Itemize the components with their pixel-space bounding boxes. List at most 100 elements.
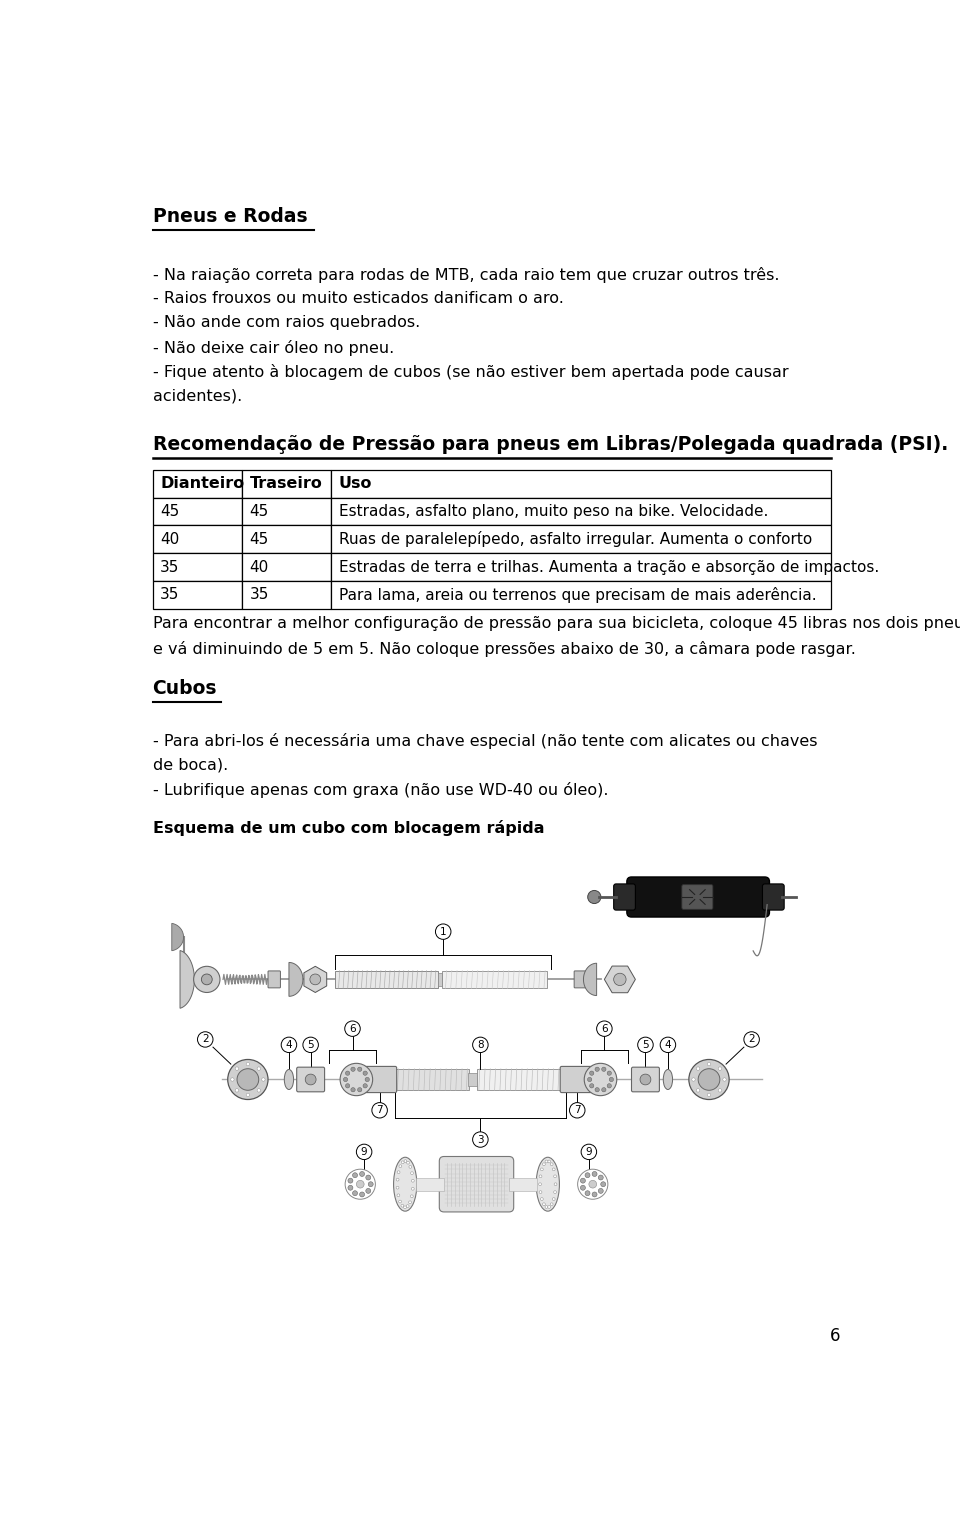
Text: 5: 5 [307,1040,314,1050]
Bar [242,525,331,554]
Bar [335,970,438,988]
FancyBboxPatch shape [682,884,713,909]
Text: - Não ande com raios quebrados.: - Não ande com raios quebrados. [153,315,420,330]
Circle shape [542,1203,545,1206]
Text: 7: 7 [376,1105,383,1115]
Circle shape [350,1088,355,1092]
Ellipse shape [663,1069,673,1089]
Polygon shape [289,962,302,996]
Circle shape [412,1187,414,1190]
Text: 6: 6 [349,1024,356,1034]
FancyBboxPatch shape [574,972,586,988]
Text: 2: 2 [748,1034,755,1045]
Text: 40: 40 [250,560,269,575]
Circle shape [202,975,212,985]
Bar [416,1178,444,1190]
Text: 45: 45 [250,503,269,519]
Circle shape [723,1077,726,1082]
Circle shape [552,1198,555,1201]
Circle shape [235,1066,239,1071]
Bar [242,554,331,581]
Circle shape [545,1206,548,1209]
Circle shape [396,1186,399,1189]
Bar [476,1069,565,1091]
Circle shape [281,1037,297,1053]
Polygon shape [584,964,596,996]
Bar [396,1069,468,1091]
Text: 3: 3 [477,1135,484,1144]
Circle shape [257,1089,260,1092]
Circle shape [640,1074,651,1085]
Circle shape [548,1160,550,1163]
Text: - Fique atento à blocagem de cubos (se não estiver bem apertada pode causar: - Fique atento à blocagem de cubos (se n… [153,364,788,379]
FancyBboxPatch shape [268,972,280,988]
Circle shape [363,1083,368,1088]
Text: Para lama, areia ou terrenos que precisam de mais aderência.: Para lama, areia ou terrenos que precisa… [339,588,816,603]
Circle shape [569,1103,585,1118]
Text: 35: 35 [160,560,180,575]
Ellipse shape [537,1157,560,1212]
Circle shape [340,1063,372,1095]
Text: - Lubrifique apenas com graxa (não use WD-40 ou óleo).: - Lubrifique apenas com graxa (não use W… [153,782,608,797]
Circle shape [352,1174,357,1178]
Bar [468,1073,477,1086]
Circle shape [237,1069,259,1091]
FancyBboxPatch shape [440,1157,514,1212]
Circle shape [601,1181,606,1187]
Circle shape [596,1021,612,1036]
Circle shape [744,1031,759,1047]
Bar [331,554,830,581]
Circle shape [592,1192,597,1196]
Text: - Na raiação correta para rodas de MTB, cada raio tem que cruzar outros três.: - Na raiação correta para rodas de MTB, … [153,266,780,283]
Circle shape [607,1071,612,1076]
Circle shape [545,1160,548,1163]
Circle shape [542,1163,545,1166]
FancyBboxPatch shape [561,1066,594,1092]
Circle shape [588,890,601,904]
Circle shape [235,1089,239,1092]
Text: Estradas, asfalto plano, muito peso na bike. Velocidade.: Estradas, asfalto plano, muito peso na b… [339,503,768,519]
Circle shape [310,975,321,985]
Circle shape [352,1190,357,1195]
Text: de boca).: de boca). [153,757,228,773]
Bar [331,525,830,554]
Text: - Para abri-los é necessária uma chave especial (não tente com alicates ou chave: - Para abri-los é necessária uma chave e… [153,733,817,750]
Ellipse shape [394,1157,417,1212]
Bar [443,970,547,988]
Circle shape [372,1103,388,1118]
Circle shape [598,1175,603,1180]
Circle shape [401,1161,404,1164]
Circle shape [637,1037,653,1053]
Circle shape [589,1071,594,1076]
Circle shape [365,1077,370,1082]
Circle shape [540,1175,541,1178]
FancyBboxPatch shape [762,884,784,910]
Circle shape [406,1204,409,1207]
Text: 2: 2 [202,1034,208,1045]
Circle shape [194,967,220,993]
Text: e vá diminuindo de 5 em 5. Não coloque pressões abaixo de 30, a câmara pode rasg: e vá diminuindo de 5 em 5. Não coloque p… [153,641,855,656]
Bar [153,525,242,554]
Circle shape [595,1066,599,1071]
FancyBboxPatch shape [297,1066,324,1092]
Text: Cubos: Cubos [153,679,217,698]
Text: 4: 4 [286,1040,292,1050]
Circle shape [585,1174,590,1178]
Circle shape [363,1071,368,1076]
Circle shape [718,1089,722,1092]
Circle shape [262,1077,265,1082]
Circle shape [411,1195,413,1198]
Text: - Raios frouxos ou muito esticados danificam o aro.: - Raios frouxos ou muito esticados danif… [153,291,564,306]
FancyBboxPatch shape [632,1066,660,1092]
Text: Esquema de um cubo com blocagem rápida: Esquema de um cubo com blocagem rápida [153,820,544,835]
Circle shape [344,1077,348,1082]
Text: 45: 45 [160,503,180,519]
Circle shape [246,1094,250,1097]
Circle shape [356,1144,372,1160]
Circle shape [696,1089,700,1092]
Circle shape [696,1066,700,1071]
Text: 7: 7 [574,1105,581,1115]
Circle shape [540,1190,541,1193]
Circle shape [348,1178,353,1183]
Circle shape [396,1178,399,1181]
